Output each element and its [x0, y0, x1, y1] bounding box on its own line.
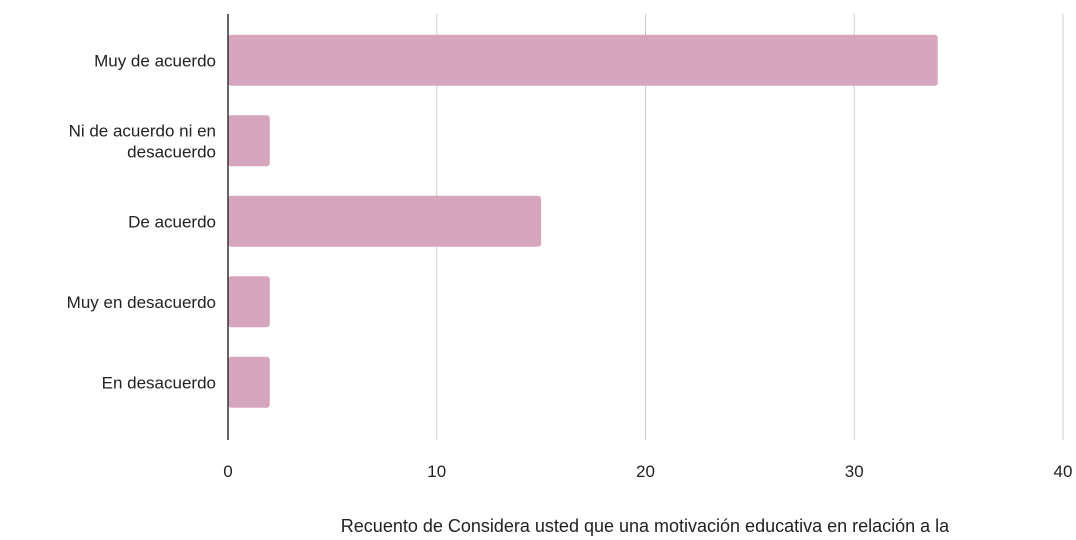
bar	[228, 356, 270, 408]
bars	[228, 34, 938, 408]
x-tick-label: 0	[223, 462, 232, 481]
x-tick-labels: 0 10 20 30 40	[223, 462, 1072, 481]
category-label: En desacuerdo	[102, 373, 216, 392]
x-tick-label: 30	[845, 462, 864, 481]
bar	[228, 195, 542, 247]
bar	[228, 276, 270, 328]
x-tick-label: 40	[1054, 462, 1073, 481]
x-tick-label: 10	[427, 462, 446, 481]
bar	[228, 34, 938, 86]
category-label: Muy de acuerdo	[94, 51, 216, 70]
category-label: Muy en desacuerdo	[67, 293, 216, 312]
category-label: De acuerdo	[128, 212, 216, 231]
category-label: Ni de acuerdo ni en desacuerdo	[69, 121, 216, 161]
bar	[228, 115, 270, 167]
category-labels: Muy de acuerdo Ni de acuerdo ni en desacue…	[67, 51, 216, 392]
x-axis-title: Recuento de Considera usted que una moti…	[341, 516, 950, 536]
x-tick-label: 20	[636, 462, 655, 481]
